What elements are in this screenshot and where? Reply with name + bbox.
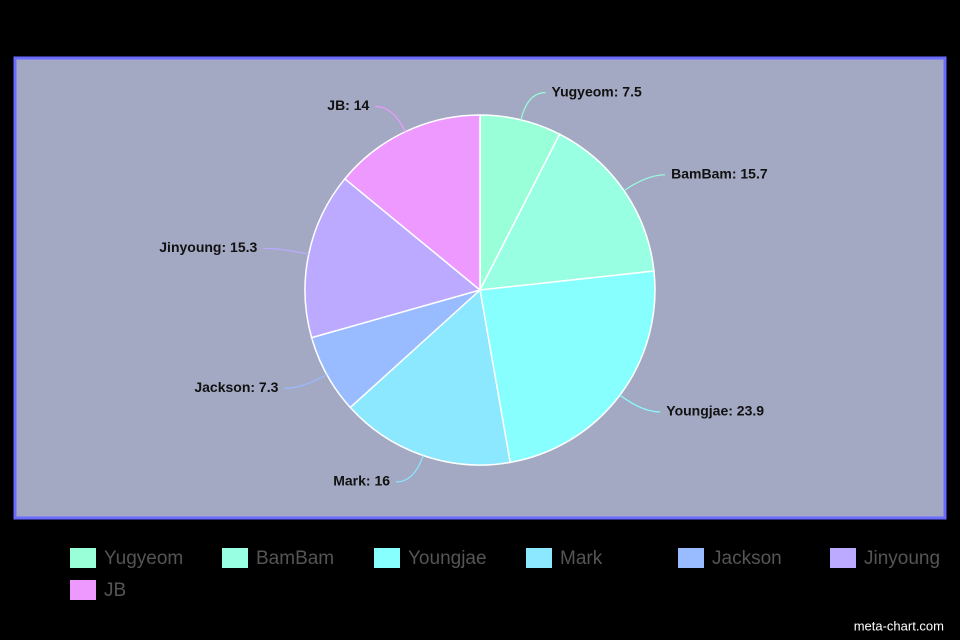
legend-swatch — [830, 548, 856, 568]
pie-slice — [349, 288, 512, 466]
legend-swatch — [70, 580, 96, 600]
data-label: JB: 14 — [327, 97, 369, 113]
watermark: meta-chart.com — [854, 618, 944, 633]
legend-label: BamBam — [256, 548, 334, 569]
data-label: Jackson: 7.3 — [194, 379, 278, 395]
pie-slice — [343, 114, 481, 292]
legend-swatch — [526, 548, 552, 568]
pie-slice — [478, 133, 655, 291]
data-label: Yugyeom: 7.5 — [552, 83, 642, 99]
legend-label: Youngjae — [408, 548, 487, 569]
leader-line — [520, 92, 546, 121]
leader-line — [263, 247, 309, 255]
legend-swatch — [222, 548, 248, 568]
legend-swatch — [374, 548, 400, 568]
leader-line — [284, 374, 328, 389]
legend-label: Mark — [560, 548, 603, 569]
legend-label: Yugyeom — [104, 548, 183, 569]
data-label: Jinyoung: 15.3 — [159, 239, 257, 255]
legend-label: JB — [104, 580, 126, 601]
data-label: Youngjae: 23.9 — [666, 403, 764, 419]
leader-line — [623, 174, 666, 192]
legend-label: Jackson — [712, 548, 782, 569]
pie-slice — [479, 270, 656, 464]
data-label: Mark: 16 — [333, 473, 390, 489]
leader-line — [619, 394, 661, 413]
legend-label: Jinyoung — [864, 548, 940, 569]
legend-swatch — [678, 548, 704, 568]
leader-line — [375, 105, 406, 133]
leader-line — [396, 455, 424, 483]
data-label: BamBam: 15.7 — [671, 166, 768, 182]
legend-swatch — [70, 548, 96, 568]
pie-slice — [304, 177, 482, 339]
